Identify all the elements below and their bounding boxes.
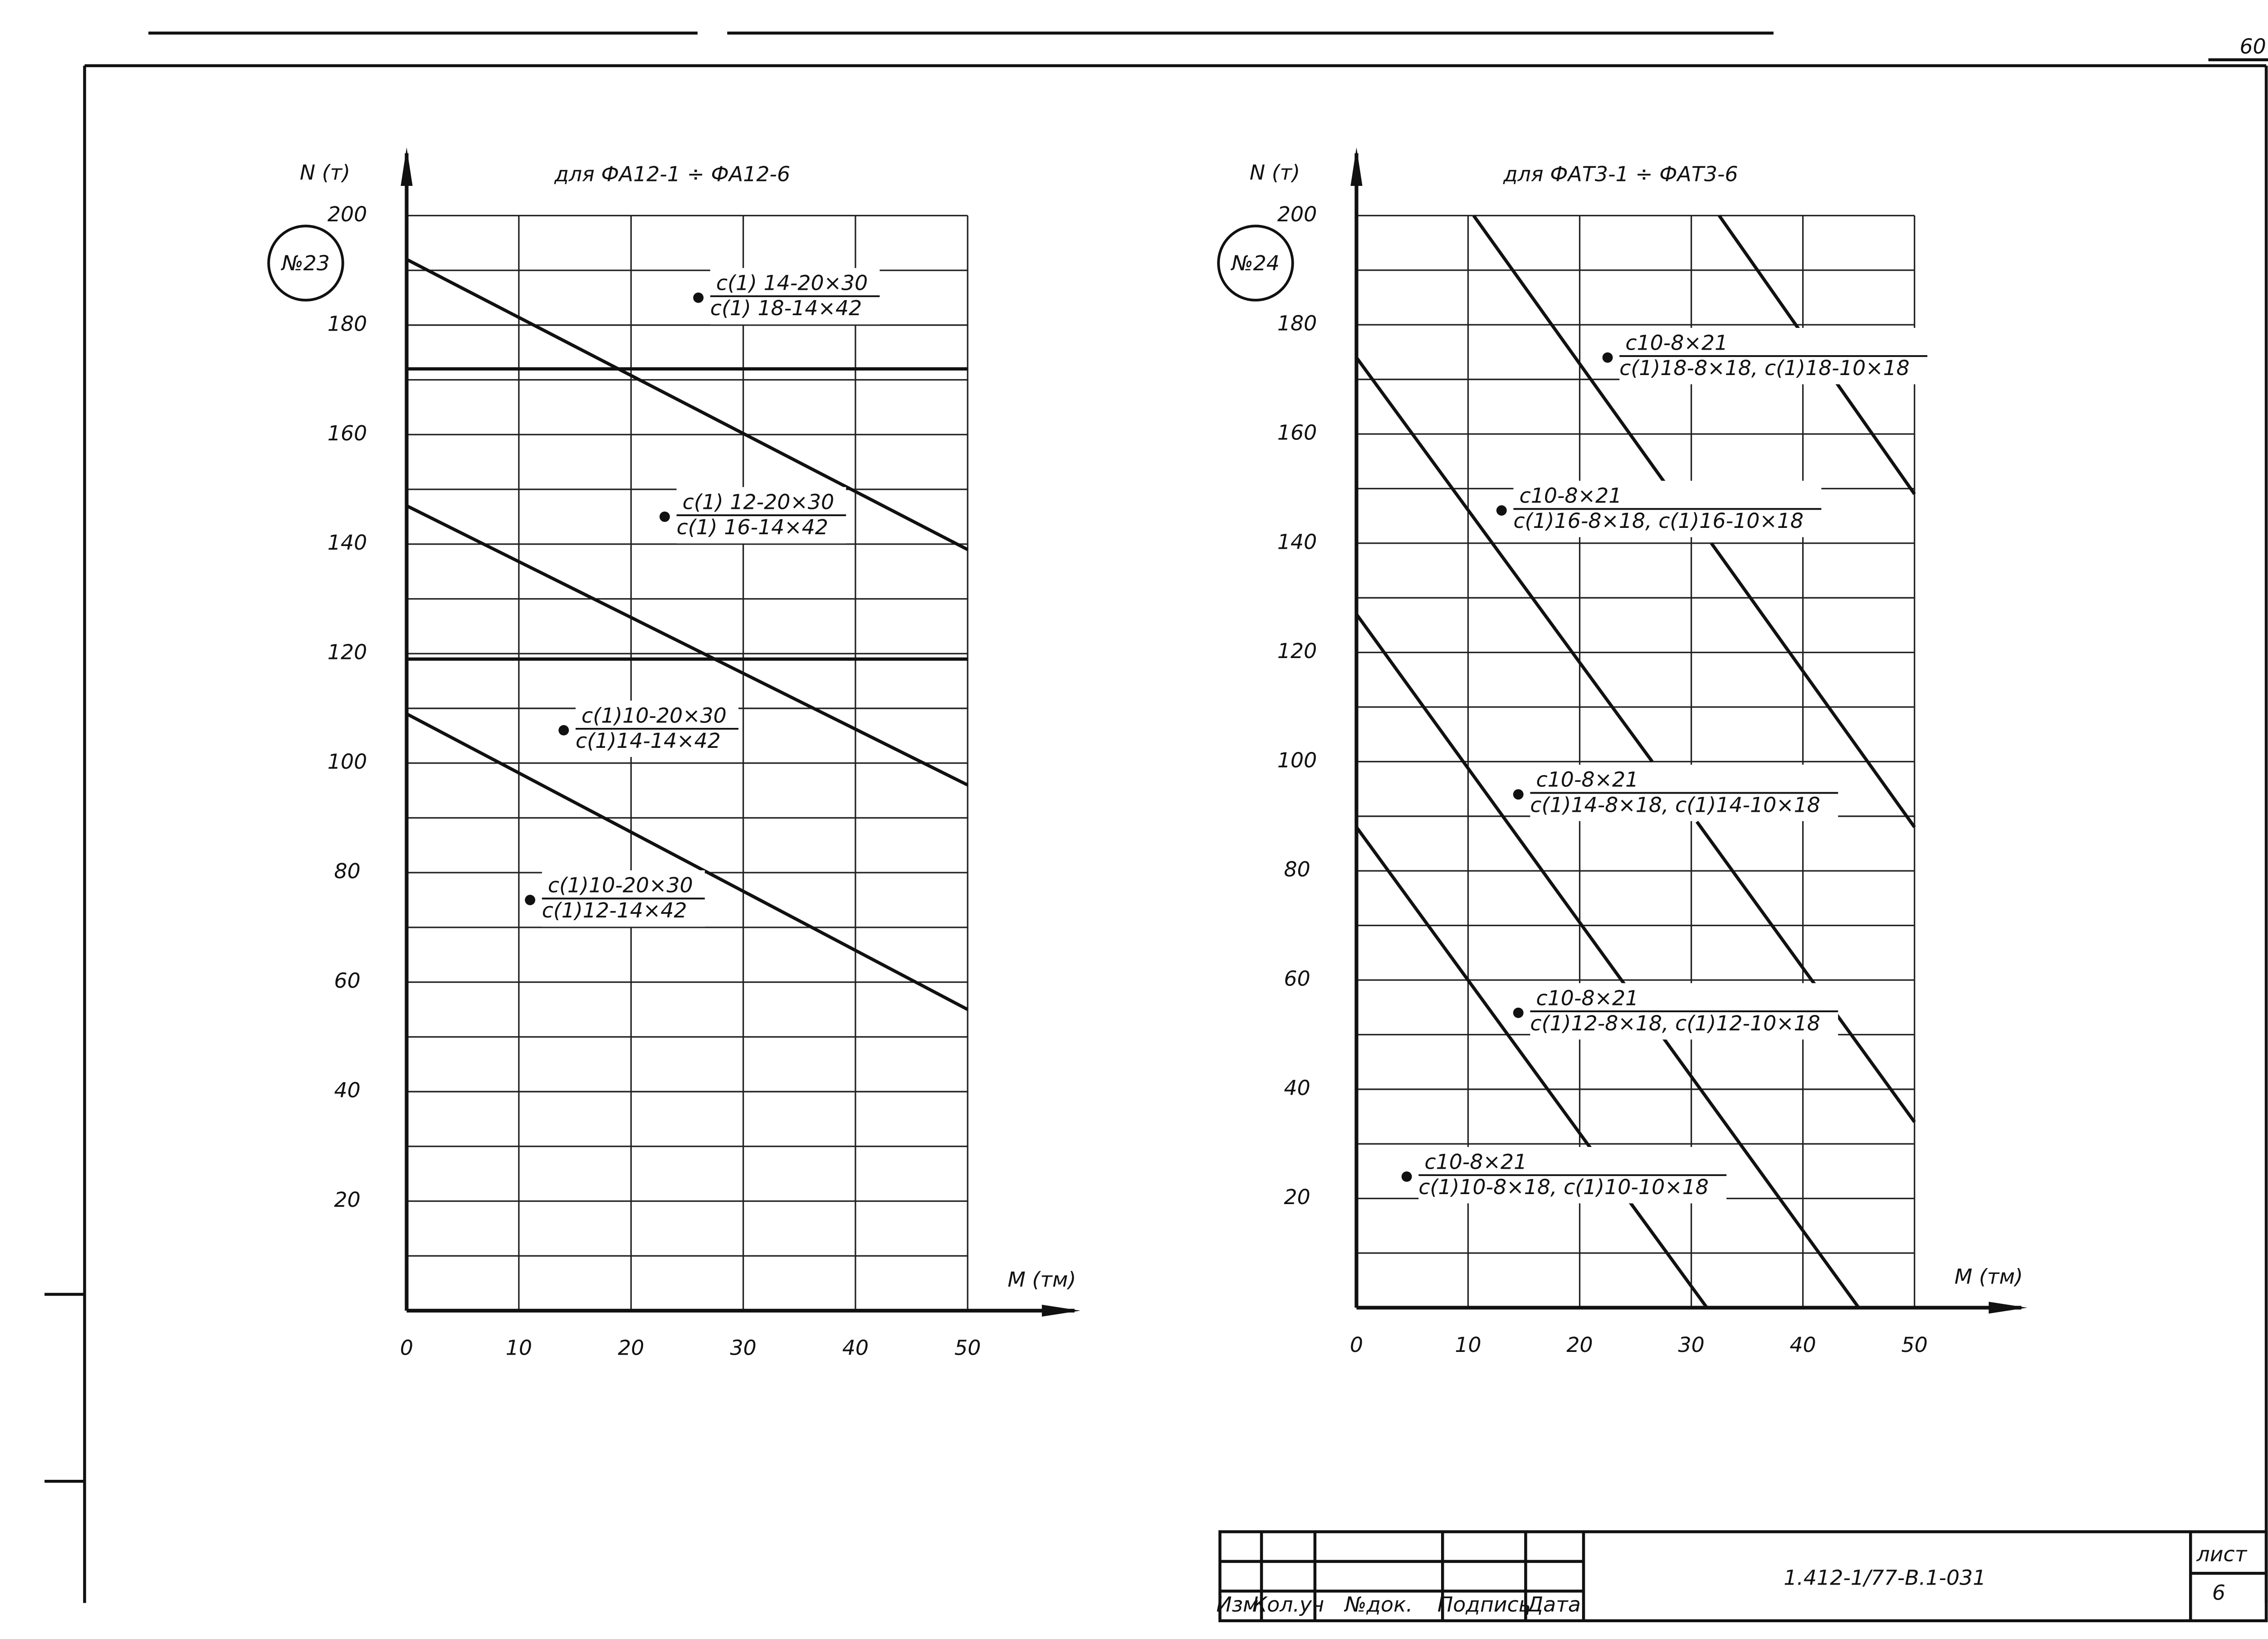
annotation-numerator: с(1)10-20×30 — [548, 873, 693, 898]
badge-circle — [267, 224, 344, 302]
stamp-column: Изм. — [1216, 1592, 1265, 1617]
load-line — [1695, 820, 1916, 1123]
chart-title: для ФАТ3-1 ÷ ФАТ3-6 — [1503, 162, 1738, 186]
annotation-numerator: с10-8×21 — [1520, 483, 1622, 508]
load-line — [1472, 215, 1671, 490]
x-axis-arrow — [1989, 1302, 2028, 1314]
badge-circle — [1217, 224, 1294, 302]
sheet-label: лист — [2196, 1541, 2248, 1566]
x-tick-label: 30 — [730, 1336, 756, 1360]
y-axis-label: N (т) — [300, 160, 350, 185]
x-tick-label: 40 — [842, 1336, 869, 1360]
y-tick-label: 60 — [334, 968, 360, 993]
annotation-dot — [1496, 505, 1507, 516]
load-line — [406, 712, 968, 1011]
annotation-denominator: с(1)10-8×18, с(1)10-10×18 — [1418, 1175, 1709, 1199]
y-tick-label: 120 — [1277, 639, 1317, 663]
annotation-denominator: с(1)14-14×42 — [576, 728, 721, 753]
annotation-denominator: с(1) 18-14×42 — [710, 296, 862, 320]
stamp-column: Дата — [1526, 1592, 1581, 1617]
annotation-numerator: с10-8×21 — [1625, 330, 1728, 355]
annotation-denominator: с(1)18-8×18, с(1)18-10×18 — [1619, 356, 1910, 380]
annotation-dot — [1602, 352, 1613, 363]
x-tick-label: 10 — [506, 1336, 532, 1360]
annotation-dot — [693, 293, 704, 303]
annotation-denominator: с(1)12-14×42 — [542, 898, 687, 922]
y-tick-label: 40 — [1284, 1075, 1310, 1100]
y-tick-label: 20 — [1284, 1185, 1310, 1209]
y-tick-label: 100 — [1277, 748, 1317, 772]
load-line — [1710, 542, 1916, 828]
document-code: 1.412-1/77-В.1-031 — [1784, 1566, 1986, 1590]
sheet-value: 6 — [2212, 1580, 2225, 1605]
y-tick-label: 20 — [334, 1187, 360, 1212]
y-tick-label: 140 — [327, 530, 367, 555]
title-block: Изм. Кол.уч №док. Подпись Дата 1.412-1/7… — [1216, 1530, 2268, 1623]
x-tick-label: 0 — [1350, 1332, 1363, 1357]
annotation-dot — [659, 511, 670, 522]
y-tick-label: 180 — [327, 311, 367, 336]
x-tick-label: 20 — [618, 1336, 644, 1360]
y-axis-arrow — [401, 147, 413, 186]
annotation-dot — [525, 895, 536, 905]
y-tick-label: 180 — [1277, 311, 1317, 336]
annotation-numerator: с(1) 14-20×30 — [716, 271, 868, 295]
chart-title: для ФА12-1 ÷ ФА12-6 — [554, 162, 790, 186]
x-tick-label: 0 — [400, 1336, 413, 1360]
load-line — [406, 504, 968, 787]
y-tick-label: 200 — [1277, 202, 1317, 226]
annotation-numerator: с(1)10-20×30 — [582, 703, 727, 727]
stamp-box — [1218, 1530, 2268, 1623]
badge: №23 — [280, 251, 330, 275]
y-axis-arrow — [1350, 147, 1363, 186]
y-tick-label: 140 — [1277, 529, 1317, 554]
load-line — [406, 258, 968, 551]
y-tick-label: 160 — [327, 421, 367, 445]
annotation-numerator: с10-8×21 — [1424, 1150, 1527, 1174]
y-tick-label: 200 — [327, 202, 367, 226]
y-tick-label: 40 — [334, 1078, 360, 1102]
annotation-numerator: с10-8×21 — [1536, 767, 1638, 792]
annotation-dot — [1401, 1171, 1412, 1182]
x-tick-label: 40 — [1790, 1332, 1816, 1357]
sheet-number: 60 — [2240, 34, 2266, 59]
y-tick-label: 60 — [1284, 966, 1310, 991]
x-tick-label: 50 — [954, 1336, 981, 1360]
chart: 0 10 20 30 40 50 20 40 60 80 100 120 140 160 180 200 N (… — [267, 147, 1080, 1360]
annotation-dot — [1513, 1007, 1524, 1018]
stamp-column: №док. — [1344, 1592, 1413, 1617]
y-tick-label: 80 — [334, 859, 360, 883]
page-edge — [0, 1622, 2268, 1639]
annotation-dot — [558, 725, 569, 736]
chart: 0 10 20 30 40 50 20 40 60 80 100 120 140 160 180 200 N (… — [1217, 147, 2028, 1357]
x-tick-label: 50 — [1901, 1332, 1928, 1357]
stamp-column: Кол.уч — [1252, 1592, 1325, 1617]
annotation-denominator: с(1)14-8×18, с(1)14-10×18 — [1530, 792, 1820, 817]
y-tick-label: 120 — [327, 640, 367, 664]
badge: №24 — [1230, 251, 1280, 275]
x-axis-arrow — [1041, 1304, 1080, 1317]
y-tick-label: 100 — [327, 749, 367, 774]
stamp-column: Подпись — [1437, 1592, 1531, 1617]
annotation-denominator: с(1) 16-14×42 — [677, 515, 828, 539]
annotation-numerator: с(1) 12-20×30 — [683, 489, 834, 514]
y-tick-label: 80 — [1284, 857, 1310, 882]
annotation-dot — [1513, 789, 1524, 800]
annotation-denominator: с(1)12-8×18, с(1)12-10×18 — [1530, 1011, 1820, 1035]
load-line — [1355, 826, 1708, 1309]
y-axis-label: N (т) — [1250, 160, 1300, 185]
annotation-numerator: с10-8×21 — [1536, 985, 1638, 1010]
x-tick-label: 30 — [1678, 1332, 1704, 1357]
x-axis-label: М (тм) — [1955, 1264, 2023, 1289]
load-line — [1355, 613, 1860, 1309]
x-axis-label: М (тм) — [1007, 1267, 1076, 1292]
load-line — [1355, 356, 1654, 763]
y-tick-label: 160 — [1277, 420, 1317, 444]
annotation-denominator: с(1)16-8×18, с(1)16-10×18 — [1514, 508, 1804, 533]
x-tick-label: 10 — [1455, 1332, 1481, 1357]
x-tick-label: 20 — [1566, 1332, 1593, 1357]
